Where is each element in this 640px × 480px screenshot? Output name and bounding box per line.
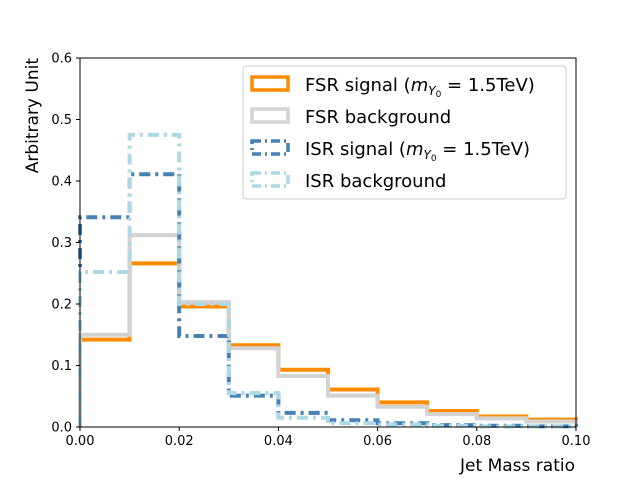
y-axis-label: Arbitrary Unit [23,58,43,174]
ticks-group: 0.00 0.02 0.04 0.06 0.08 0.10 0.0 0.1 0.2 0.3 0.4 0… [51,52,590,450]
x-tick-label: 0.00 [66,434,95,449]
y-tick-label: 0.5 [51,113,72,128]
legend: FSR signal (mY0 = 1.5TeV) FSR background… [242,65,567,200]
x-tick-label: 0.08 [462,434,491,449]
y-tick-label: 0.1 [51,359,72,374]
plot-series-group [78,132,578,429]
y-tick-label: 0.4 [51,175,72,190]
legend-frame [242,65,567,200]
legend-label-isr-signal: ISR signal (mY0 = 1.5TeV) [305,139,530,164]
y-tick-label: 0.2 [51,298,72,313]
y-tick-label: 0.0 [51,421,72,436]
legend-label-isr-background: ISR background [305,171,446,192]
legend-swatch-fsr-signal [250,75,290,92]
legend-swatch-fsr-background [250,107,290,124]
legend-label-fsr-background: FSR background [305,107,451,128]
y-tick-label: 0.6 [51,52,72,67]
x-tick-label: 0.02 [165,434,194,449]
x-tick-label: 0.04 [264,434,293,449]
legend-swatch-isr-background [250,171,290,188]
series-fsr-background [78,233,578,427]
series-isr-background [78,132,578,429]
x-tick-label: 0.06 [363,434,392,449]
y-tick-label: 0.3 [51,236,72,251]
series-line-fsr-background [78,233,578,427]
legend-swatch-isr-signal [250,139,290,156]
legend-label-fsr-signal: FSR signal (mY0 = 1.5TeV) [305,75,535,100]
x-tick-label: 0.10 [562,434,591,449]
x-axis-label: Jet Mass ratio [459,456,575,476]
series-line-isr-background [78,132,578,429]
